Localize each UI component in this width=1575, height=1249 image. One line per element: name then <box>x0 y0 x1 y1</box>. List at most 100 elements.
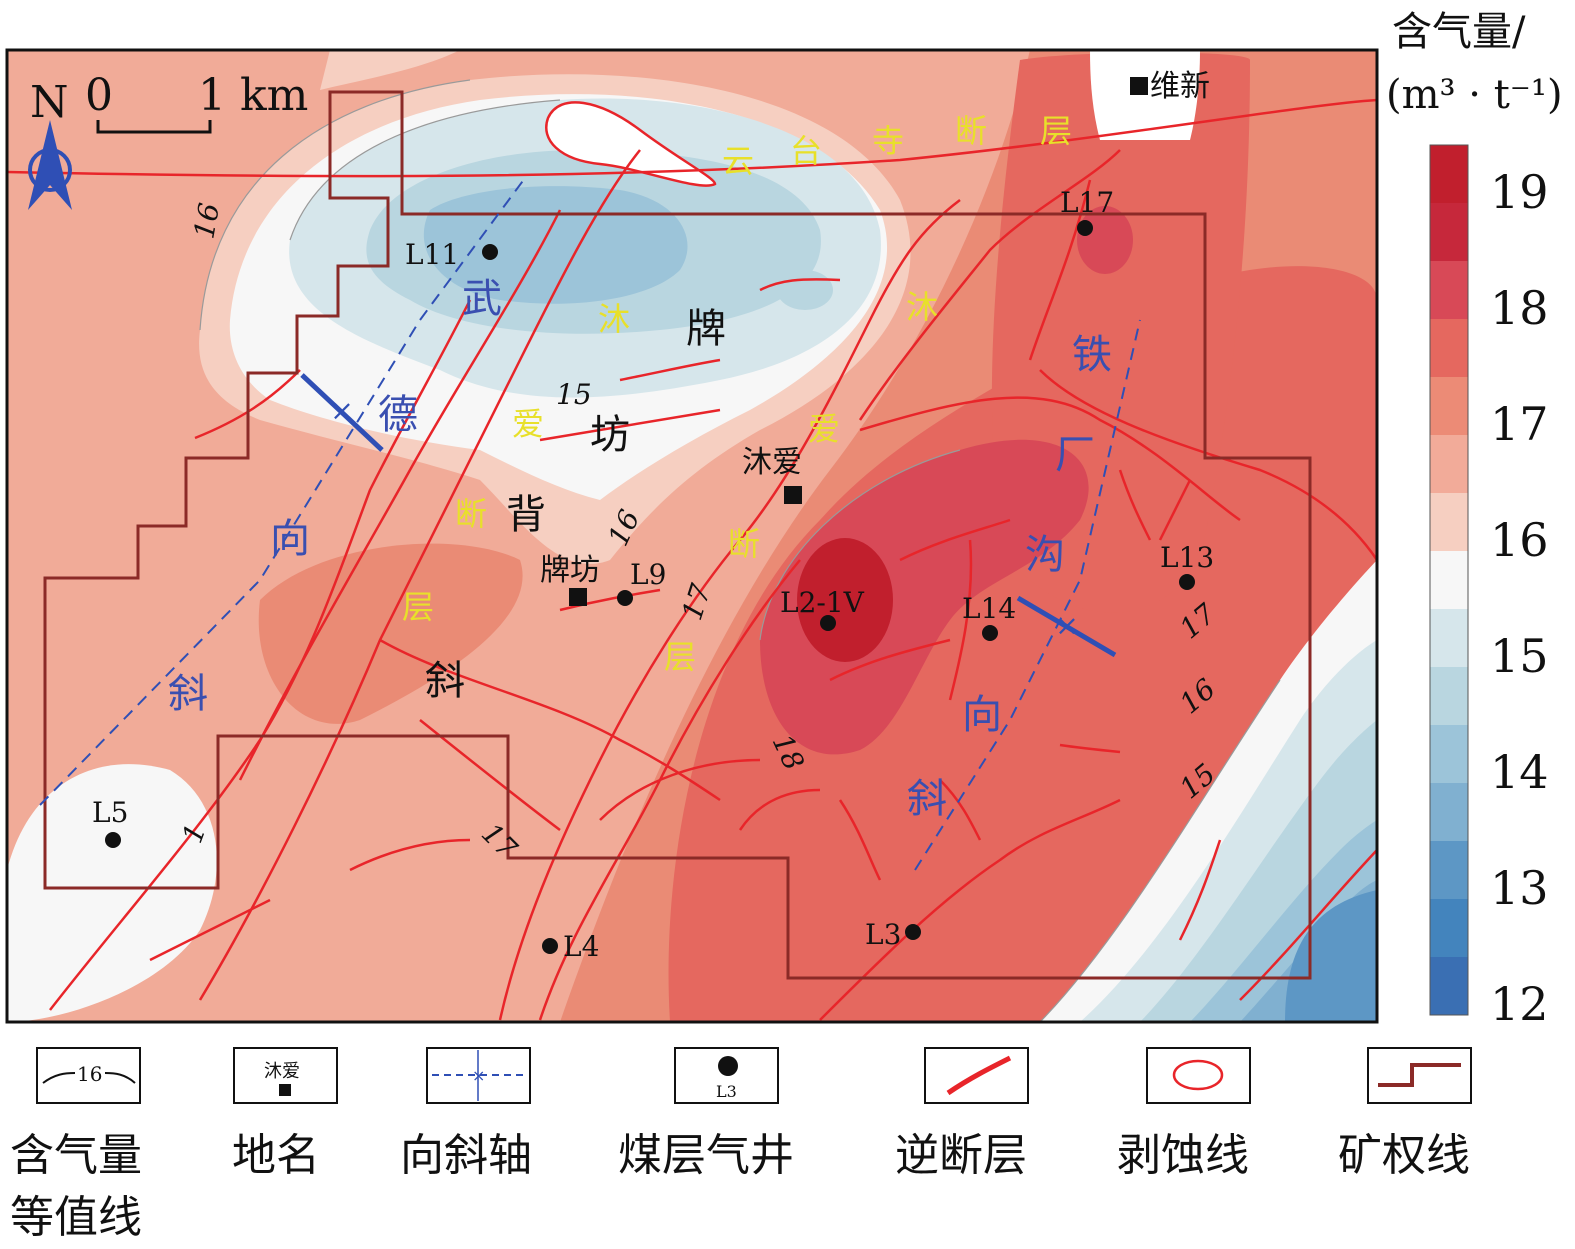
reverse-faults <box>7 98 1377 1021</box>
wude-label: 斜 <box>168 671 208 717</box>
svg-text:L13: L13 <box>1160 541 1214 574</box>
muai-fault-label: 沐 <box>598 300 630 338</box>
tiechang-label: 斜 <box>907 776 947 822</box>
colorbar-tick-label: 16 <box>1490 513 1549 567</box>
colorbar-tick-label: 17 <box>1490 397 1549 451</box>
wude-label: 德 <box>378 392 418 438</box>
colorbar-tick-label: 19 <box>1490 165 1549 219</box>
colorbar-band <box>1430 551 1468 609</box>
paifang-label: 背 <box>506 492 546 538</box>
colorbar-band <box>1430 957 1468 1015</box>
colorbar: 含气量/ (m³ · t⁻¹) 19 18 17 16 15 14 13 12 <box>1386 9 1563 1031</box>
syncline-cross-icon: × <box>330 394 353 427</box>
fault-labels: 云 台 寺 断 层 沐 爱 断 层 沐 爱 断 层 <box>402 112 1072 676</box>
svg-text:L9: L9 <box>630 558 666 591</box>
place-paifang: 牌坊 <box>540 553 600 606</box>
svg-text:沐爱: 沐爱 <box>742 445 802 480</box>
tiechang-label: 铁 <box>1072 332 1112 378</box>
paifang-label: 坊 <box>590 412 630 458</box>
svg-text:剥蚀线: 剥蚀线 <box>1117 1130 1249 1181</box>
colorbar-band <box>1430 261 1468 319</box>
svg-text:L11: L11 <box>405 238 459 271</box>
colorbar-frame <box>1429 144 1469 1016</box>
legend-erosion-line: 剥蚀线 <box>1117 1047 1251 1181</box>
syncline-cross-icon: × <box>472 1066 485 1085</box>
legend-mining-right-line: 矿权线 <box>1338 1047 1472 1181</box>
paifang-label: 斜 <box>425 658 465 704</box>
yuntaisi-label: 云 <box>722 142 754 180</box>
muai2-fault-label: 层 <box>664 638 696 676</box>
scale-bar: 0 1 km <box>85 70 308 134</box>
well-L3: L3 <box>865 918 921 951</box>
legend: 16 含气量 等值线 沐爱 地名 × 向斜轴 L3 煤层气井 逆断层 <box>10 1047 1472 1243</box>
wells: L11 L17 L9 L2-1V L14 L13 L5 L4 L3 <box>92 186 1214 963</box>
svg-text:L17: L17 <box>1060 186 1114 219</box>
tiechang-label: 厂 <box>1055 432 1095 478</box>
place-muai: 沐爱 <box>742 445 802 504</box>
map-frame <box>5 48 1379 1024</box>
svg-text:L4: L4 <box>563 930 599 963</box>
colorbar-band <box>1430 609 1468 667</box>
wude-syncline-axis <box>39 177 526 806</box>
well-L17: L17 <box>1060 186 1114 236</box>
well-L14: L14 <box>962 592 1016 641</box>
wude-label: 武 <box>462 276 502 322</box>
svg-text:L5: L5 <box>92 796 128 829</box>
colorbar-tick-label: 15 <box>1490 629 1549 683</box>
colorbar-band <box>1430 841 1468 899</box>
yuntaisi-label: 台 <box>790 132 822 170</box>
svg-text:沐爱: 沐爱 <box>264 1061 300 1082</box>
colorbar-band <box>1430 377 1468 435</box>
svg-text:16: 16 <box>77 1062 102 1086</box>
well-L11: L11 <box>405 238 498 271</box>
svg-text:L3: L3 <box>716 1082 737 1101</box>
places: 维新 沐爱 牌坊 <box>540 69 1210 606</box>
contour-label: 16 <box>187 200 226 241</box>
well-L4: L4 <box>542 930 599 963</box>
colorbar-tick-label: 14 <box>1490 745 1549 799</box>
colorbar-band <box>1430 203 1468 261</box>
colorbar-band <box>1430 145 1468 203</box>
tiechang-syncline-axis <box>914 319 1141 871</box>
svg-text:L3: L3 <box>865 918 901 951</box>
well-L9: L9 <box>617 558 666 606</box>
legend-well: L3 煤层气井 <box>618 1047 794 1181</box>
svg-text:1 km: 1 km <box>198 70 308 121</box>
contour-lines <box>199 79 1281 1022</box>
colorbar-unit: (m³ · t⁻¹) <box>1386 72 1563 118</box>
well-L13: L13 <box>1160 541 1214 590</box>
muai-fault-label: 爱 <box>512 405 544 443</box>
colorbar-tick-label: 18 <box>1490 281 1549 335</box>
svg-text:维新: 维新 <box>1150 69 1210 104</box>
svg-text:逆断层: 逆断层 <box>895 1130 1027 1181</box>
svg-text:等值线: 等值线 <box>10 1192 142 1243</box>
colorbar-band <box>1430 435 1468 493</box>
muai2-fault-label: 爱 <box>808 410 840 448</box>
muai-fault-label: 层 <box>402 588 434 626</box>
muai-fault-label: 断 <box>455 495 487 533</box>
contour-label: 15 <box>556 378 592 411</box>
svg-text:N: N <box>30 77 69 128</box>
svg-text:含气量: 含气量 <box>10 1130 142 1181</box>
colorbar-tick-label: 13 <box>1490 861 1549 915</box>
well-L2-1V: L2-1V <box>780 586 865 631</box>
legend-reverse-fault: 逆断层 <box>895 1047 1029 1181</box>
well-L5: L5 <box>92 796 128 848</box>
svg-text:煤层气井: 煤层气井 <box>618 1130 794 1181</box>
tiechang-label: 沟 <box>1025 532 1065 578</box>
paifang-label: 牌 <box>686 306 726 352</box>
contour-fill <box>7 50 1377 1022</box>
svg-text:牌坊: 牌坊 <box>540 553 600 588</box>
colorbar-band <box>1430 319 1468 377</box>
mining-right-boundary <box>43 90 1312 980</box>
colorbar-title: 含气量/ <box>1392 9 1526 55</box>
colorbar-band <box>1430 725 1468 783</box>
colorbar-band <box>1430 783 1468 841</box>
legend-contour-line: 16 含气量 等值线 <box>10 1047 142 1243</box>
structure-labels: 武 德 向 斜 铁 厂 沟 向 斜 牌 坊 背 斜 <box>168 276 1112 822</box>
yuntaisi-label: 断 <box>955 112 987 150</box>
svg-text:地名: 地名 <box>232 1130 320 1181</box>
svg-text:矿权线: 矿权线 <box>1338 1130 1470 1181</box>
north-arrow: N <box>28 77 72 210</box>
